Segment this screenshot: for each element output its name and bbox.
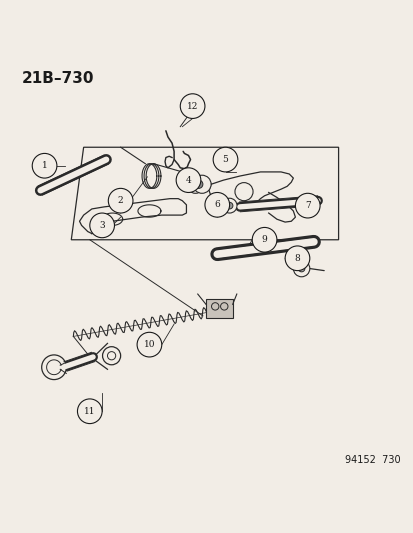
Circle shape	[90, 213, 114, 238]
Circle shape	[252, 228, 276, 252]
Text: 21B–730: 21B–730	[22, 71, 94, 86]
Text: 12: 12	[186, 102, 198, 111]
Text: 4: 4	[185, 176, 191, 184]
Circle shape	[32, 154, 57, 178]
Text: 5: 5	[222, 155, 228, 164]
Text: 1: 1	[42, 161, 47, 170]
Circle shape	[235, 183, 252, 201]
Circle shape	[204, 192, 229, 217]
Polygon shape	[209, 172, 293, 207]
Text: 94152  730: 94152 730	[344, 455, 399, 465]
Text: 8: 8	[294, 254, 299, 263]
Text: 11: 11	[84, 407, 95, 416]
Circle shape	[298, 265, 304, 272]
Circle shape	[293, 260, 309, 277]
Circle shape	[194, 180, 202, 188]
Circle shape	[137, 332, 161, 357]
Circle shape	[108, 188, 133, 213]
Text: 9: 9	[261, 235, 267, 244]
Text: 3: 3	[99, 221, 105, 230]
Circle shape	[213, 147, 237, 172]
Circle shape	[102, 346, 120, 365]
Circle shape	[192, 175, 211, 193]
Circle shape	[42, 355, 66, 379]
Text: 10: 10	[143, 340, 155, 349]
Polygon shape	[206, 298, 232, 318]
Circle shape	[285, 246, 309, 271]
Circle shape	[295, 193, 319, 218]
Circle shape	[186, 175, 204, 193]
Text: 2: 2	[118, 196, 123, 205]
Circle shape	[180, 94, 204, 118]
Text: 7: 7	[304, 201, 310, 210]
Circle shape	[226, 203, 233, 209]
Circle shape	[176, 168, 200, 192]
Circle shape	[77, 399, 102, 424]
Text: 6: 6	[214, 200, 220, 209]
Circle shape	[222, 198, 237, 213]
